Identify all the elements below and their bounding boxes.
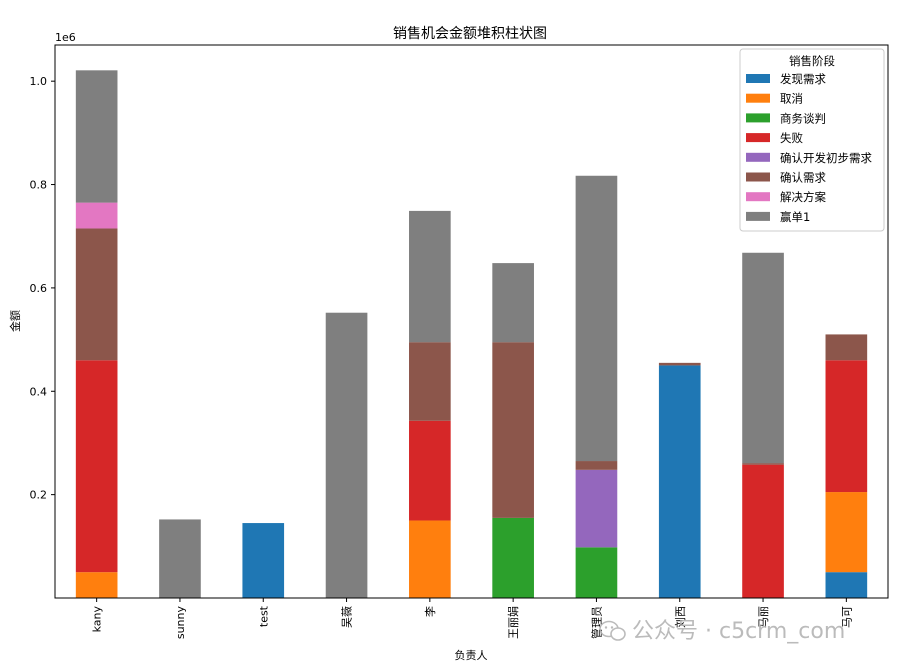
bar-segment [325, 312, 368, 598]
bar-segment [575, 175, 618, 462]
legend-title: 销售阶段 [789, 54, 835, 68]
y-tick-label: 1.0 [30, 75, 48, 88]
x-tick-label: 马丽 [757, 606, 770, 628]
bar-segment [409, 210, 451, 343]
bar-segment [825, 492, 868, 573]
bar-segment [742, 252, 784, 464]
legend-swatch [746, 74, 770, 83]
wechat-icon [599, 620, 626, 641]
x-tick-label: 王丽娟 [506, 606, 520, 639]
legend-box [739, 48, 885, 232]
bars-group [75, 70, 868, 598]
x-axis: kany sunny test 吴薇李王丽娟 管理员 刘西 马丽 马可 [91, 598, 853, 640]
bar-segment [492, 263, 534, 343]
x-axis-label: 负责人 [455, 648, 488, 662]
bar-segment [492, 342, 534, 518]
bar-segment [159, 519, 201, 598]
y-axis: 0.2 0.4 0.6 0.8 1.0 [30, 75, 55, 502]
bar-segment [75, 360, 118, 573]
bar-segment [409, 420, 451, 521]
legend-swatch [746, 152, 770, 162]
bar-segment [75, 228, 118, 361]
y-axis-label: 金额 [8, 310, 22, 332]
x-tick-label: 李 [423, 606, 437, 617]
bar-segment [658, 362, 701, 366]
bar-segment [658, 365, 701, 598]
legend-label: 解决方案 [780, 190, 826, 204]
bar-segment [742, 463, 784, 465]
legend-label: 确认开发初步需求 [780, 151, 872, 165]
bar-segment [575, 547, 618, 598]
bar-segment [825, 334, 868, 361]
x-tick-label: sunny [174, 606, 187, 640]
legend-label: 赢单1 [780, 210, 810, 224]
x-tick-label: 刘西 [674, 606, 687, 628]
chart-title: 销售机会金额堆积柱状图 [393, 26, 547, 42]
watermark: 公众号 · c5crm_com [599, 619, 845, 644]
legend-label: 商务谈判 [780, 111, 826, 125]
bar-segment [75, 202, 118, 229]
legend-swatch [746, 93, 770, 103]
legend-swatch [746, 113, 770, 123]
bar-segment [242, 523, 285, 598]
legend-label: 确认需求 [780, 171, 826, 185]
bar-segment [75, 572, 118, 598]
x-tick-label: 吴薇 [341, 606, 354, 628]
legend-swatch [746, 172, 770, 182]
bar-segment [75, 70, 118, 203]
legend-swatch [746, 133, 770, 143]
y-tick-label: 0.6 [30, 282, 48, 295]
x-tick-label: test [257, 605, 270, 627]
x-tick-label: 马可 [840, 606, 853, 628]
legend-label: 失败 [780, 131, 803, 145]
legend-swatch [746, 211, 770, 221]
bar-segment [409, 520, 451, 598]
plot-frame [54, 44, 889, 599]
bar-segment [825, 572, 868, 598]
bar-segment [825, 360, 868, 493]
bar-segment [575, 469, 618, 548]
bar-segment [742, 464, 784, 598]
bar-segment [492, 517, 534, 598]
y-tick-label: 0.2 [30, 489, 48, 502]
bar-segment [575, 461, 618, 470]
legend-label: 取消 [780, 92, 803, 106]
legend-swatch [746, 192, 770, 202]
y-tick-label: 0.8 [30, 179, 48, 192]
bar-segment [409, 342, 451, 421]
y-offset-label: 1e6 [55, 31, 76, 44]
x-tick-label: kany [91, 606, 104, 633]
legend-label: 发现需求 [780, 72, 826, 86]
y-tick-label: 0.4 [30, 385, 48, 398]
watermark-text: 公众号 · c5crm_com [632, 619, 845, 644]
